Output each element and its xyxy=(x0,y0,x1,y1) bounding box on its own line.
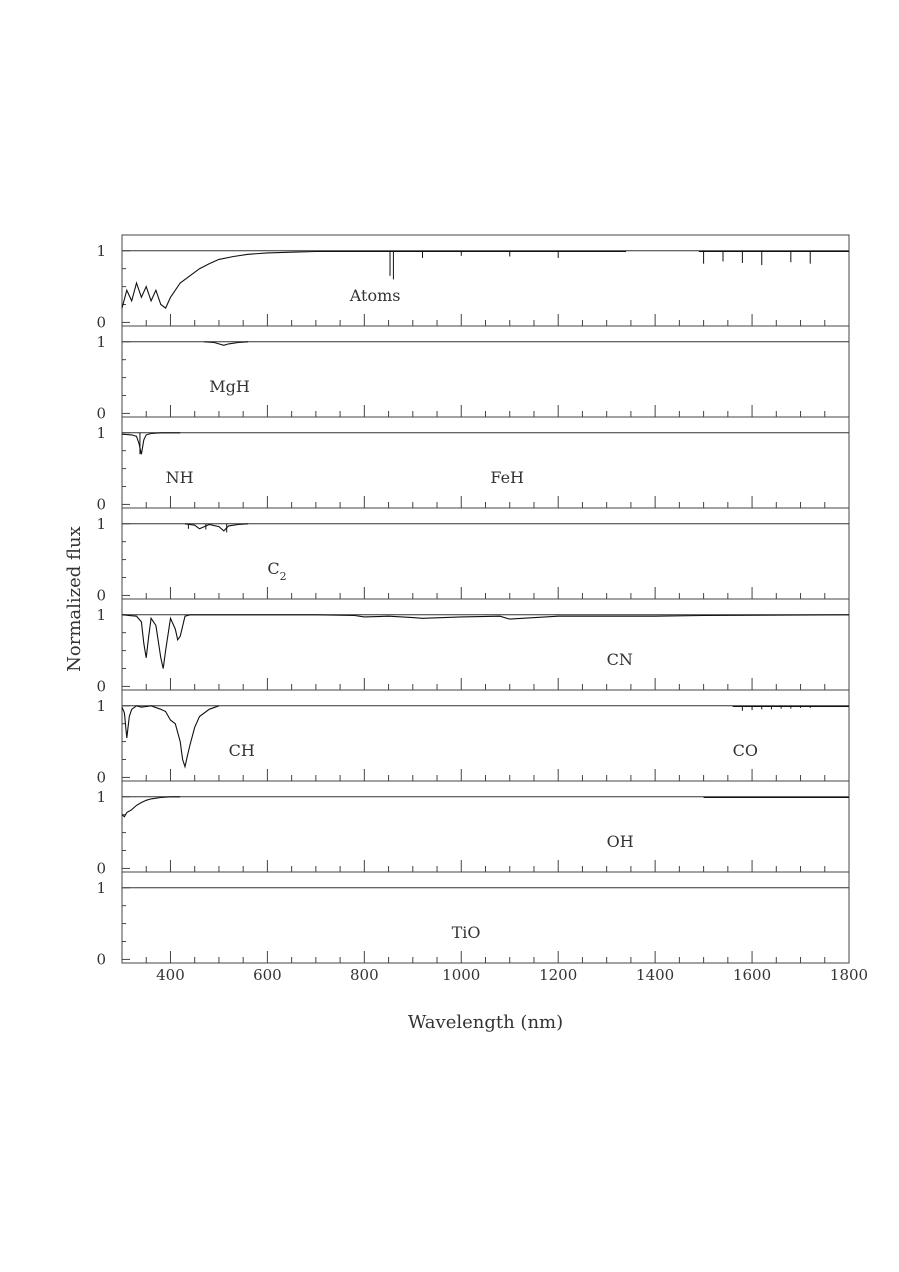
panel-frame xyxy=(121,689,850,782)
y-tick-label: 0 xyxy=(96,768,106,786)
panel: 0 1 MgH xyxy=(96,325,850,422)
y-tick-label: 0 xyxy=(96,859,106,877)
y-tick-label: 1 xyxy=(96,697,106,715)
molecule-label-secondary: CO xyxy=(733,741,758,760)
x-tick-label: 1600 xyxy=(733,966,771,984)
panel-frame xyxy=(121,234,850,327)
y-tick-label: 0 xyxy=(96,677,106,695)
y-tick-label: 1 xyxy=(96,606,106,624)
panel: 0 1 TiO xyxy=(96,871,850,968)
molecule-label: OH xyxy=(607,832,634,851)
panel: 0 1 NH FeH xyxy=(96,416,850,513)
y-tick-label: 1 xyxy=(96,515,106,533)
spectrum-line xyxy=(121,432,181,455)
molecule-label: C2 xyxy=(267,559,286,583)
panel: 0 1 C2 xyxy=(96,507,850,604)
molecule-label: CH xyxy=(229,741,255,760)
y-axis-title: Normalized flux xyxy=(64,526,85,672)
molecule-label: CN xyxy=(607,650,633,669)
x-tick-label: 1200 xyxy=(539,966,577,984)
molecule-label: TiO xyxy=(452,923,481,942)
panel: 0 1 Atoms xyxy=(96,234,850,331)
y-tick-label: 1 xyxy=(96,879,106,897)
spectrum-line xyxy=(184,523,249,532)
panel-frame xyxy=(121,780,850,873)
x-tick-label: 600 xyxy=(253,966,282,984)
panel-frame xyxy=(121,507,850,600)
molecule-label-secondary: FeH xyxy=(490,468,524,487)
x-tick-label: 1800 xyxy=(830,966,868,984)
x-tick-labels: 400 600 800 1000 1200 1400 1600 1800 xyxy=(156,966,868,984)
y-tick-label: 1 xyxy=(96,242,106,260)
y-tick-label: 1 xyxy=(96,333,106,351)
y-tick-label: 0 xyxy=(96,404,106,422)
molecule-label: NH xyxy=(166,468,194,487)
spectrum-line xyxy=(121,705,220,769)
panel-frame xyxy=(121,871,850,964)
y-tick-label: 0 xyxy=(96,495,106,513)
panel-frame xyxy=(121,416,850,509)
molecule-label-subscript: 2 xyxy=(280,570,287,583)
panel: 0 1 OH xyxy=(96,780,850,877)
spectrum-line xyxy=(121,614,850,669)
molecule-label: MgH xyxy=(209,377,250,396)
spectrum-line xyxy=(204,341,249,346)
spectrum-line xyxy=(121,250,627,309)
molecule-label: Atoms xyxy=(349,286,401,305)
x-axis-title: Wavelength (nm) xyxy=(408,1012,563,1033)
x-tick-label: 800 xyxy=(350,966,379,984)
y-tick-label: 0 xyxy=(96,313,106,331)
panel: 0 1 CH CO xyxy=(96,689,850,786)
panel-frame xyxy=(121,325,850,418)
spectrum-line xyxy=(121,796,181,818)
panel-frame xyxy=(121,598,850,691)
panels-layer: 0 1 Atoms 0 1 MgH 0 1 NH FeH 0 1 C2 0 1 CN 0 1 CH CO 0 1 OH 0 1 T… xyxy=(96,234,850,968)
y-tick-label: 0 xyxy=(96,586,106,604)
y-tick-label: 1 xyxy=(96,788,106,806)
x-tick-label: 1400 xyxy=(636,966,674,984)
y-tick-label: 0 xyxy=(96,950,106,968)
y-tick-label: 1 xyxy=(96,424,106,442)
panel: 0 1 CN xyxy=(96,598,850,695)
x-tick-label: 400 xyxy=(156,966,185,984)
x-tick-label: 1000 xyxy=(442,966,480,984)
